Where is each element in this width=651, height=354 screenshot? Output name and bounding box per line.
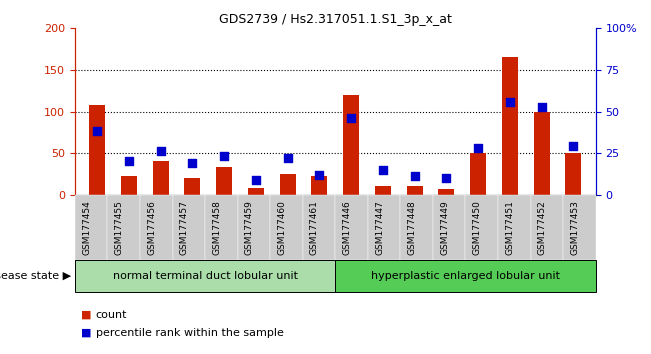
Point [251,177,261,183]
Text: GSM177452: GSM177452 [538,200,547,255]
Bar [311,176,327,195]
Text: GSM177456: GSM177456 [147,200,156,255]
Text: GSM177447: GSM177447 [375,200,384,255]
Bar [375,186,391,195]
Bar [343,95,359,195]
Point [156,149,166,154]
Text: GSM177455: GSM177455 [115,200,124,255]
Text: disease state ▶: disease state ▶ [0,271,72,281]
Point [283,155,293,161]
Text: GSM177454: GSM177454 [82,200,91,255]
Bar [470,153,486,195]
Bar [566,153,581,195]
Bar [502,57,518,195]
Bar [121,176,137,195]
Text: count: count [96,310,127,320]
Text: GSM177457: GSM177457 [180,200,189,255]
Point [441,175,452,181]
Text: GSM177458: GSM177458 [212,200,221,255]
Text: GSM177460: GSM177460 [277,200,286,255]
Text: GSM177446: GSM177446 [342,200,352,255]
Point [346,115,356,121]
Bar [89,105,105,195]
Text: GSM177453: GSM177453 [570,200,579,255]
Bar [184,178,201,195]
Text: GSM177451: GSM177451 [505,200,514,255]
Text: ■: ■ [81,310,92,320]
Point [92,129,102,134]
Text: hyperplastic enlarged lobular unit: hyperplastic enlarged lobular unit [371,271,560,281]
Point [505,99,515,104]
Point [536,104,547,109]
Point [314,172,325,178]
Text: GSM177461: GSM177461 [310,200,319,255]
Bar [280,174,296,195]
Text: GSM177449: GSM177449 [440,200,449,255]
Text: GSM177450: GSM177450 [473,200,482,255]
Bar [407,186,422,195]
Text: percentile rank within the sample: percentile rank within the sample [96,328,284,338]
Point [187,160,197,166]
Bar [153,161,169,195]
Title: GDS2739 / Hs2.317051.1.S1_3p_x_at: GDS2739 / Hs2.317051.1.S1_3p_x_at [219,13,452,26]
Text: normal terminal duct lobular unit: normal terminal duct lobular unit [113,271,298,281]
Point [473,145,484,151]
Text: GSM177459: GSM177459 [245,200,254,255]
Bar [248,188,264,195]
Point [409,173,420,179]
Bar [439,189,454,195]
Bar [216,167,232,195]
Point [568,144,579,149]
Text: ■: ■ [81,328,92,338]
Text: GSM177448: GSM177448 [408,200,417,255]
Point [378,167,388,173]
Point [124,159,134,164]
Bar [534,112,549,195]
Point [219,154,229,159]
